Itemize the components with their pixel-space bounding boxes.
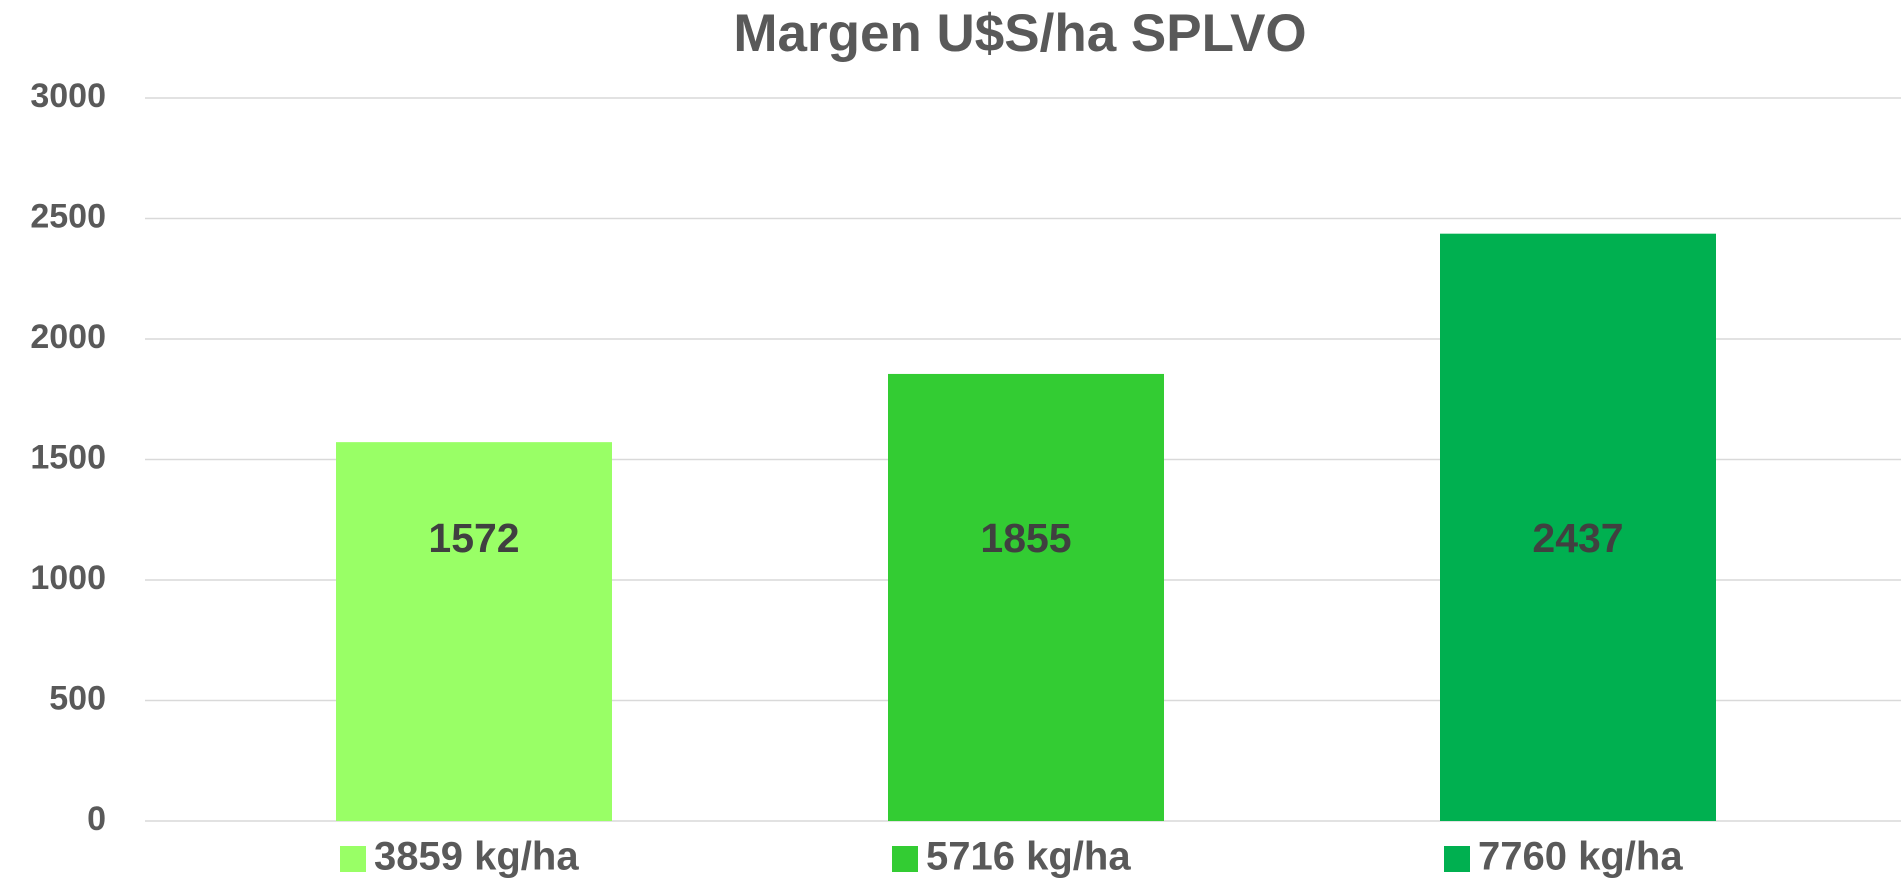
bar [1440, 233, 1716, 822]
y-tick-label: 3000 [30, 77, 106, 115]
y-tick-label: 2500 [30, 197, 106, 235]
bar [888, 373, 1164, 821]
bar [336, 442, 612, 821]
data-label: 2437 [1532, 515, 1623, 561]
data-label: 1572 [428, 515, 519, 561]
legend-swatch [340, 846, 366, 872]
legend-label: 5716 kg/ha [926, 835, 1131, 879]
y-tick-label: 2000 [30, 318, 106, 356]
legend-swatch [892, 846, 918, 872]
legend-swatch [1444, 846, 1470, 872]
y-tick-label: 1000 [30, 559, 106, 597]
legend-label: 3859 kg/ha [374, 835, 579, 879]
chart-title: Margen U$S/ha SPLVO [733, 4, 1306, 63]
y-tick-label: 500 [49, 679, 106, 717]
y-tick-label: 0 [87, 800, 106, 838]
data-label: 1855 [980, 515, 1071, 561]
legend-label: 7760 kg/ha [1478, 835, 1683, 879]
y-tick-label: 1500 [30, 438, 106, 476]
